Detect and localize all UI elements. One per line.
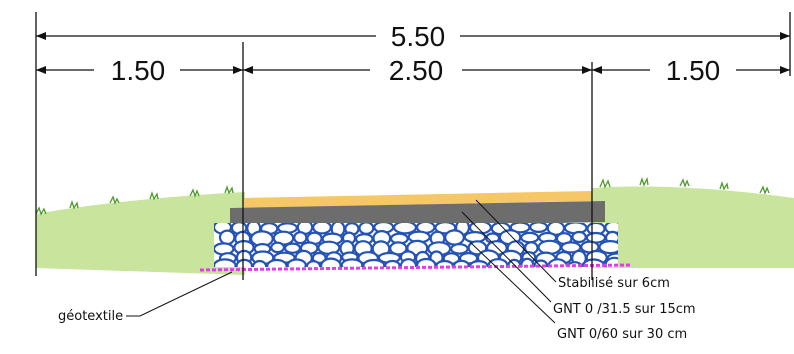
dimension-carriageway-label: 2.50 (389, 55, 444, 86)
label-subbase-layer: GNT 0/60 sur 30 cm (557, 327, 687, 342)
leader-geotextile (126, 271, 233, 317)
dimension-left-shoulder-label: 1.50 (111, 55, 166, 86)
aggregate-stone (435, 259, 454, 267)
geotextile-line (199, 263, 633, 272)
aggregate-stone (537, 239, 562, 255)
dimension-right-shoulder-label: 1.50 (666, 55, 721, 86)
aggregate-stone (416, 257, 437, 267)
aggregate-stone (312, 223, 332, 235)
subbase-stones (214, 223, 618, 267)
aggregate-stone (384, 259, 401, 267)
aggregate-stone (571, 230, 587, 244)
aggregate-stone (320, 257, 342, 267)
label-surface-layer: Stabilisé sur 6cm (558, 276, 670, 291)
right-grass (599, 176, 770, 195)
label-geotextile: géotextile (58, 309, 123, 324)
aggregate-stone (450, 243, 469, 255)
aggregate-stone (286, 258, 307, 267)
surface-layer (243, 191, 592, 208)
aggregate-stone (444, 229, 465, 246)
dimension-total-label: 5.50 (391, 21, 446, 52)
aggregate-stone (520, 231, 540, 244)
aggregate-stone (270, 241, 286, 254)
aggregate-stone (305, 260, 322, 267)
aggregate-stone (218, 229, 236, 246)
aggregate-stone (598, 240, 618, 255)
leader-surface (475, 199, 557, 283)
left-grass (35, 184, 234, 216)
aggregate-stone (529, 223, 548, 233)
leader-base (461, 211, 552, 303)
aggregate-stone (358, 223, 375, 235)
aggregate-stone (340, 258, 364, 267)
aggregate-stone (393, 223, 417, 235)
base-layer (230, 201, 605, 230)
label-base-layer: GNT 0 /31.5 sur 15cm (553, 302, 696, 317)
left-embankment (36, 192, 245, 275)
aggregate-stone (266, 258, 288, 267)
aggregate-stone (283, 242, 302, 254)
aggregate-stone (293, 231, 308, 245)
leader-subbase (469, 241, 556, 324)
right-embankment (592, 186, 794, 268)
